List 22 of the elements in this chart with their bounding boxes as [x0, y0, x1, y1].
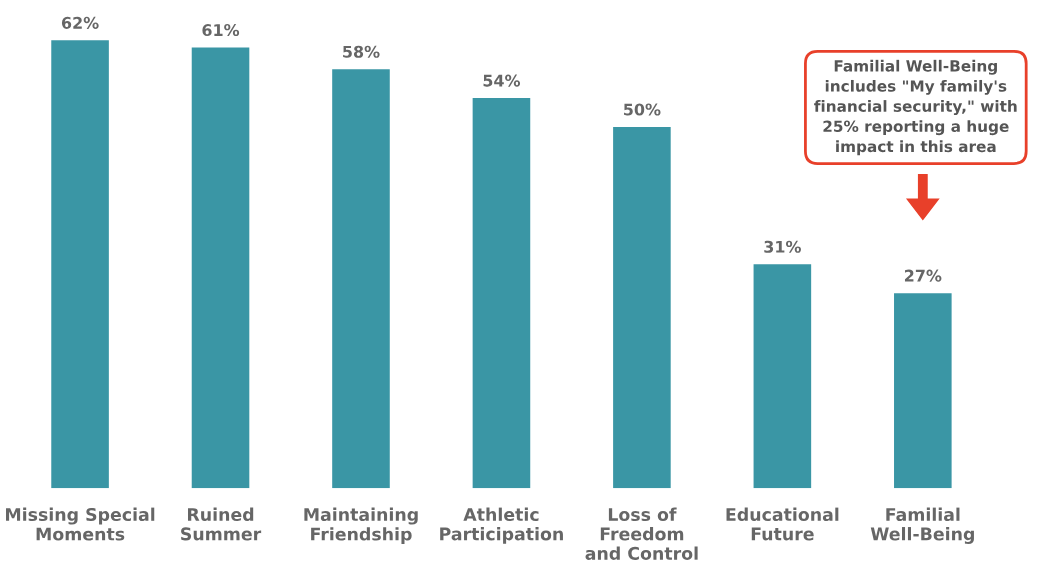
- annotation: Familial Well-Being includes "My family's financial security," with 25% reporting a huge impact in this area: [814, 59, 1017, 156]
- x-tick-label: Loss of Freedom and Control: [585, 507, 698, 560]
- data-label: 61%: [202, 24, 240, 37]
- x-tick-label: Athletic Participation: [440, 507, 563, 544]
- bar: [753, 264, 812, 489]
- bar: [472, 98, 531, 489]
- x-tick-label: Ruined Summer: [181, 507, 262, 541]
- data-label: 50%: [624, 103, 661, 116]
- x-tick-label: Missing Special Moments: [6, 507, 155, 541]
- bar: [191, 47, 250, 489]
- data-label: 58%: [343, 45, 380, 58]
- x-tick-label: Maintaining Friendship: [304, 507, 418, 544]
- data-label: 54%: [483, 74, 521, 87]
- bar: [894, 293, 952, 489]
- data-label: 31%: [764, 240, 801, 253]
- bar: [51, 40, 109, 489]
- x-tick-label: Familial Well-Being: [870, 507, 974, 544]
- bar: [613, 126, 671, 489]
- data-label: 62%: [61, 16, 99, 29]
- x-tick-label: Educational Future: [726, 507, 839, 541]
- data-label: 27%: [904, 269, 942, 282]
- bar: [332, 69, 390, 489]
